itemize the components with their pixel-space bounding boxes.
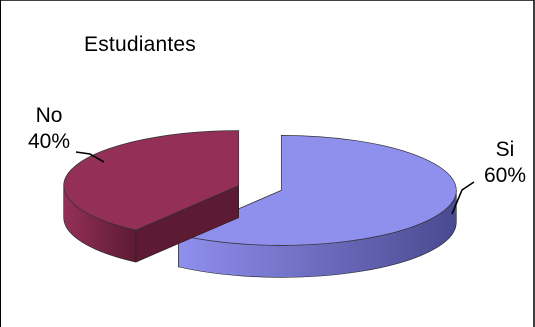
pie-slice-si bbox=[177, 135, 457, 278]
pie-slice-no-top bbox=[63, 130, 240, 231]
slice-label-si: Si 60% bbox=[476, 137, 534, 189]
slice-label-no-name: No bbox=[35, 104, 63, 127]
slice-label-no-percent: 40% bbox=[27, 130, 71, 153]
slice-label-si-percent: 60% bbox=[483, 164, 527, 187]
pie-slice-si-top bbox=[177, 135, 457, 246]
slices-layer bbox=[63, 130, 457, 278]
chart-title: Estudiantes bbox=[84, 33, 196, 56]
pie-slice-no bbox=[63, 130, 240, 263]
slice-label-no: No 40% bbox=[24, 103, 74, 155]
leader-line-no bbox=[75, 151, 105, 163]
leader-line-si bbox=[451, 181, 475, 215]
leader-lines-layer bbox=[75, 151, 475, 215]
slice-label-si-name: Si bbox=[495, 138, 515, 161]
